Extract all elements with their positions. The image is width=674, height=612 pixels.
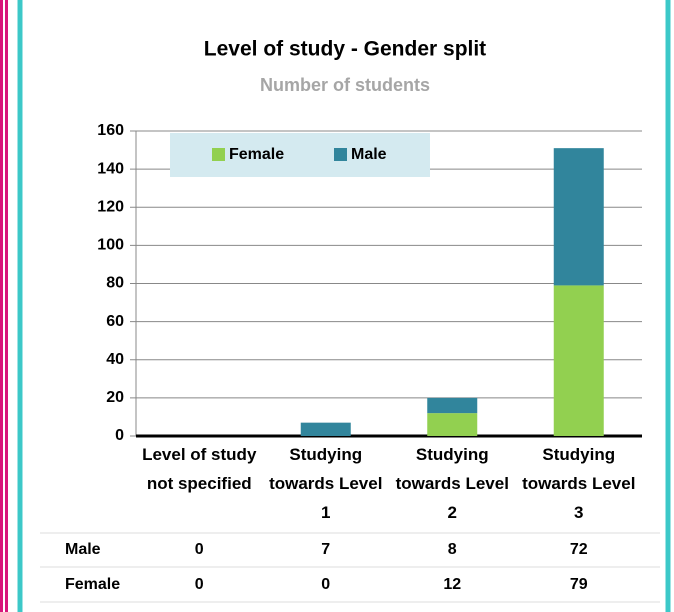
legend-swatch: [212, 148, 225, 161]
y-tick-label: 60: [106, 313, 124, 330]
x-tick-label: Studying towards Level 3: [522, 445, 636, 522]
y-tick-label: 0: [115, 427, 124, 444]
table-cell: 7: [321, 541, 330, 558]
legend-box: [170, 133, 430, 177]
x-tick-label: Level of study not specified: [142, 445, 257, 493]
y-tick-label: 120: [97, 198, 124, 215]
bar-segment: [553, 148, 604, 286]
y-tick-label: 140: [97, 160, 124, 177]
legend-label: Female: [229, 146, 284, 163]
side-border-gap: [3, 0, 5, 612]
table-cell: 0: [321, 576, 330, 593]
x-tick-label: Studying towards Level 1: [269, 445, 383, 522]
bar-segment: [553, 285, 604, 436]
table-cell: 12: [443, 576, 461, 593]
x-tick-label: Studying towards Level 2: [395, 445, 509, 522]
bar-segment: [427, 397, 478, 414]
y-tick-label: 20: [106, 389, 124, 406]
y-tick-label: 100: [97, 237, 124, 254]
table-row-label: Female: [65, 576, 120, 593]
y-tick-label: 80: [106, 275, 124, 292]
table-cell: 72: [570, 541, 588, 558]
bar-segment: [427, 413, 478, 436]
table-cell: 8: [448, 541, 457, 558]
table-cell: 0: [195, 576, 204, 593]
table-cell: 79: [570, 576, 588, 593]
chart-title: Level of study - Gender split: [204, 38, 486, 61]
legend-label: Male: [351, 146, 387, 163]
legend-swatch: [334, 148, 347, 161]
table-row-label: Male: [65, 541, 101, 558]
y-tick-label: 40: [106, 351, 124, 368]
chart-subtitle: Number of students: [260, 75, 430, 95]
y-tick-label: 160: [97, 122, 124, 139]
table-cell: 0: [195, 541, 204, 558]
bar-segment: [300, 422, 351, 436]
